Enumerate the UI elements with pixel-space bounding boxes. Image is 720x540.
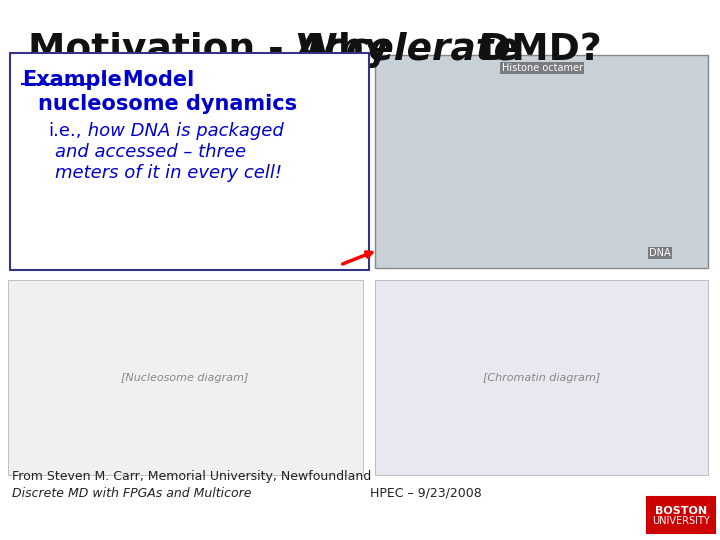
Text: and accessed – three: and accessed – three: [55, 143, 246, 161]
Text: Example: Example: [22, 70, 122, 90]
Text: BOSTON: BOSTON: [655, 506, 707, 516]
Text: Accelerate: Accelerate: [296, 32, 519, 68]
Text: From Steven M. Carr, Memorial University, Newfoundland: From Steven M. Carr, Memorial University…: [12, 470, 372, 483]
Text: [Nucleosome diagram]: [Nucleosome diagram]: [121, 373, 248, 383]
Text: i.e.,: i.e.,: [48, 122, 81, 140]
Text: nucleosome dynamics: nucleosome dynamics: [38, 94, 297, 114]
FancyBboxPatch shape: [647, 497, 715, 533]
Text: Motivation - Why: Motivation - Why: [28, 32, 402, 68]
Text: UNIVERSITY: UNIVERSITY: [652, 516, 710, 526]
Text: DNA: DNA: [649, 248, 671, 258]
Text: how DNA is packaged: how DNA is packaged: [82, 122, 284, 140]
Text: [Chromatin diagram]: [Chromatin diagram]: [483, 373, 600, 383]
Text: meters of it in every cell!: meters of it in every cell!: [55, 164, 282, 182]
Text: Histone octamer: Histone octamer: [502, 63, 582, 73]
FancyBboxPatch shape: [375, 55, 708, 268]
FancyBboxPatch shape: [8, 280, 363, 475]
Text: :  Model: : Model: [100, 70, 194, 90]
FancyBboxPatch shape: [10, 53, 369, 270]
Text: Discrete MD with FPGAs and Multicore: Discrete MD with FPGAs and Multicore: [12, 487, 251, 500]
Text: HPEC – 9/23/2008: HPEC – 9/23/2008: [370, 487, 482, 500]
FancyBboxPatch shape: [375, 280, 708, 475]
Text: DMD?: DMD?: [467, 32, 602, 68]
